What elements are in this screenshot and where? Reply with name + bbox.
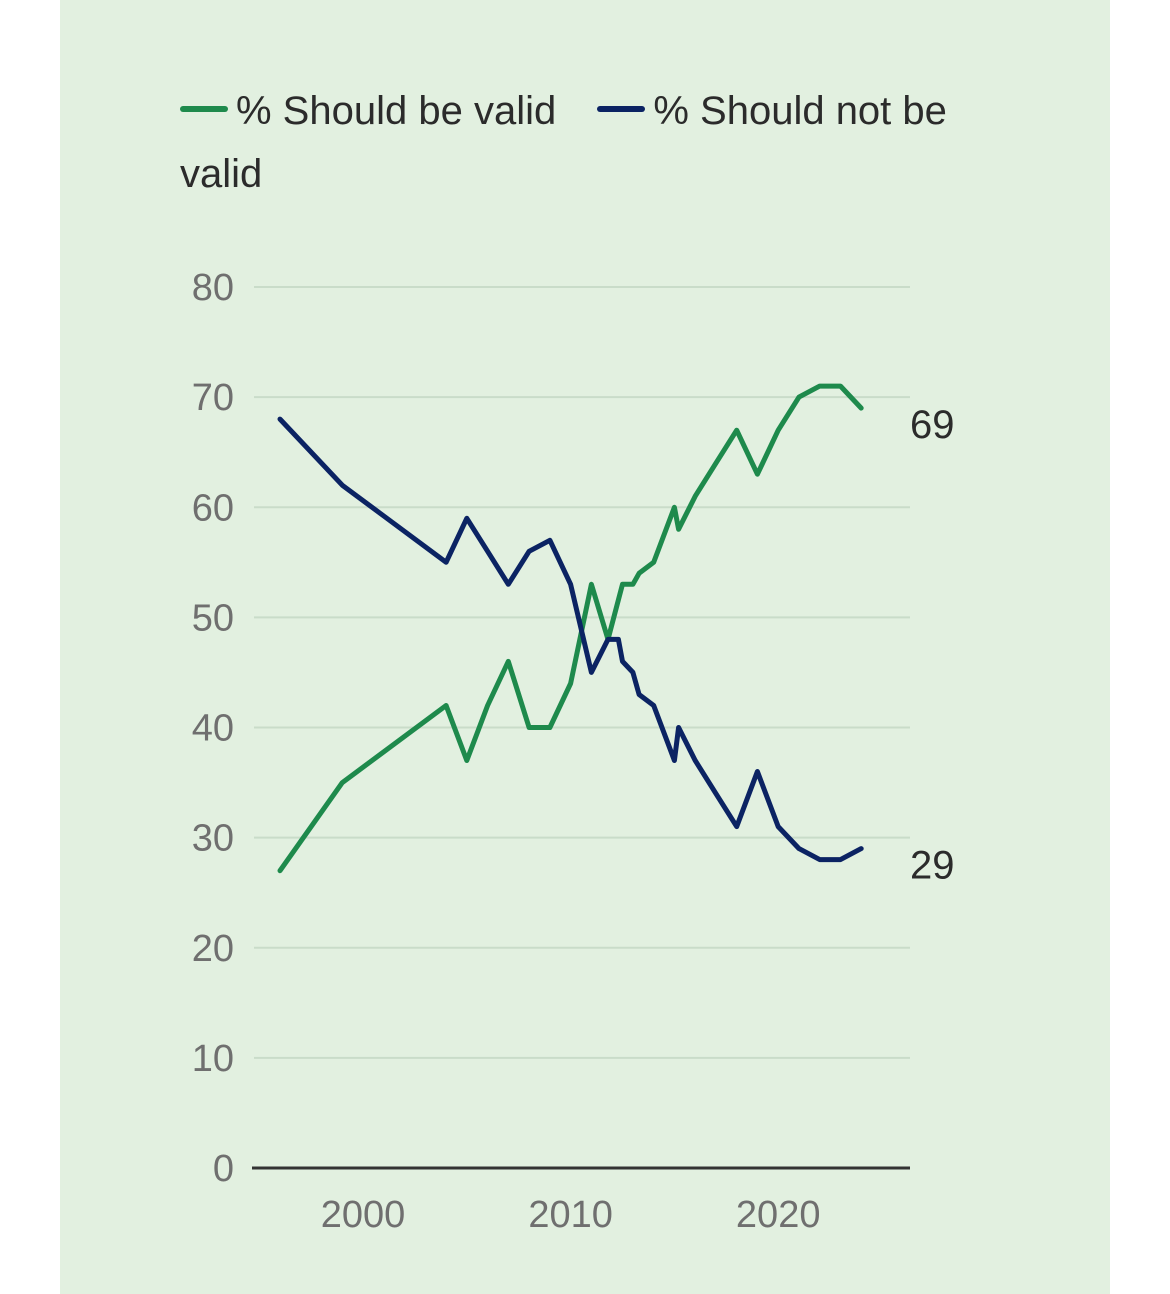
y-tick-label: 70 xyxy=(192,377,234,419)
x-tick-label: 2020 xyxy=(736,1194,821,1236)
y-tick-label: 0 xyxy=(213,1148,234,1190)
legend-label-valid: % Should be valid xyxy=(236,89,557,133)
y-tick-label: 60 xyxy=(192,487,234,529)
legend-label-not-valid: % Should not be valid xyxy=(180,89,947,196)
end-label-valid: 69 xyxy=(910,403,955,447)
series-line-not-valid xyxy=(277,416,864,863)
y-tick-label: 20 xyxy=(192,928,234,970)
x-tick-label: 2010 xyxy=(528,1194,613,1236)
series-line-valid xyxy=(277,383,864,874)
end-label-not-valid: 29 xyxy=(910,844,955,888)
y-tick-label: 10 xyxy=(192,1038,234,1080)
y-tick-label: 50 xyxy=(192,597,234,639)
chart-legend: % Should be valid % Should not be valid xyxy=(180,80,1000,206)
y-tick-label: 40 xyxy=(192,708,234,750)
legend-item-not-valid: % Should not be valid xyxy=(180,89,947,196)
legend-swatch-not-valid xyxy=(597,106,646,113)
y-tick-label: 80 xyxy=(192,267,234,309)
legend-item-valid: % Should be valid xyxy=(180,89,556,133)
legend-swatch-valid xyxy=(180,106,228,113)
y-tick-label: 30 xyxy=(192,818,234,860)
x-tick-label: 2000 xyxy=(321,1194,406,1236)
